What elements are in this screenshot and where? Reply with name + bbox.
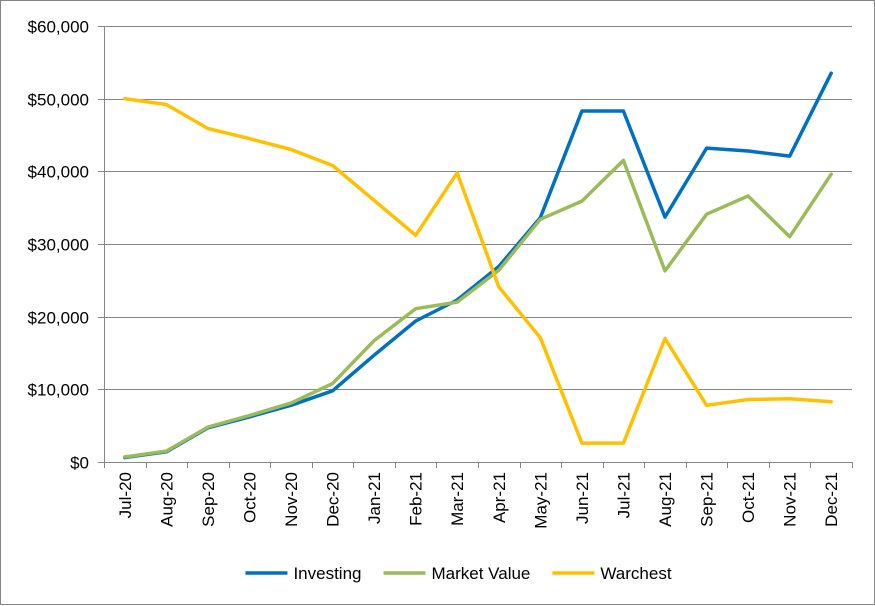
y-axis-tick-labels: $0 $10,000 $20,000 $30,000 $40,000 $50,000 $60… — [28, 18, 89, 473]
x-tick-label: Feb-21 — [407, 472, 426, 526]
legend-item-market-value: Market Value — [383, 564, 530, 583]
gridlines — [104, 26, 852, 390]
x-tick-label: Oct-20 — [240, 472, 259, 523]
x-axis-tick-labels: Jul-20 Aug-20 Sep-20 Oct-20 Nov-20 Dec-20 Jan-… — [116, 472, 841, 529]
y-tick-label: $20,000 — [28, 309, 89, 328]
x-tick-label: Jan-21 — [365, 472, 384, 524]
x-tick-label: Dec-21 — [822, 472, 841, 527]
x-tick-label: Apr-21 — [490, 472, 509, 523]
legend-item-warchest: Warchest — [552, 564, 672, 583]
x-tick-label: Dec-20 — [324, 472, 343, 527]
x-tick-label: Oct-21 — [739, 472, 758, 523]
legend-item-investing: Investing — [245, 564, 361, 583]
y-tick-label: $60,000 — [28, 18, 89, 37]
x-tick-label: Sep-21 — [698, 472, 717, 527]
y-tick-label: $0 — [70, 454, 89, 473]
axes — [98, 26, 853, 468]
y-tick-label: $40,000 — [28, 163, 89, 182]
x-tick-label: Mar-21 — [448, 472, 467, 526]
legend-label: Warchest — [600, 564, 671, 583]
legend-label: Market Value — [431, 564, 530, 583]
y-tick-label: $30,000 — [28, 236, 89, 255]
x-tick-label: Aug-21 — [656, 472, 675, 527]
series-line-investing — [123, 71, 833, 460]
x-tick-label: Nov-20 — [282, 472, 301, 527]
legend-label: Investing — [293, 564, 361, 583]
legend: Investing Market Value Warchest — [245, 564, 672, 583]
series-lines — [123, 71, 833, 460]
x-tick-label: May-21 — [531, 472, 550, 529]
x-tick-label: Jul-21 — [614, 472, 633, 518]
x-tick-label: Sep-20 — [199, 472, 218, 527]
x-tick-label: Jul-20 — [116, 472, 135, 518]
y-tick-label: $50,000 — [28, 91, 89, 110]
y-tick-label: $10,000 — [28, 381, 89, 400]
x-tick-label: Aug-20 — [157, 472, 176, 527]
series-line-market-value — [123, 158, 833, 459]
series-line-warchest — [123, 96, 833, 445]
x-tick-label: Nov-21 — [781, 472, 800, 527]
x-tick-label: Jun-21 — [573, 472, 592, 524]
